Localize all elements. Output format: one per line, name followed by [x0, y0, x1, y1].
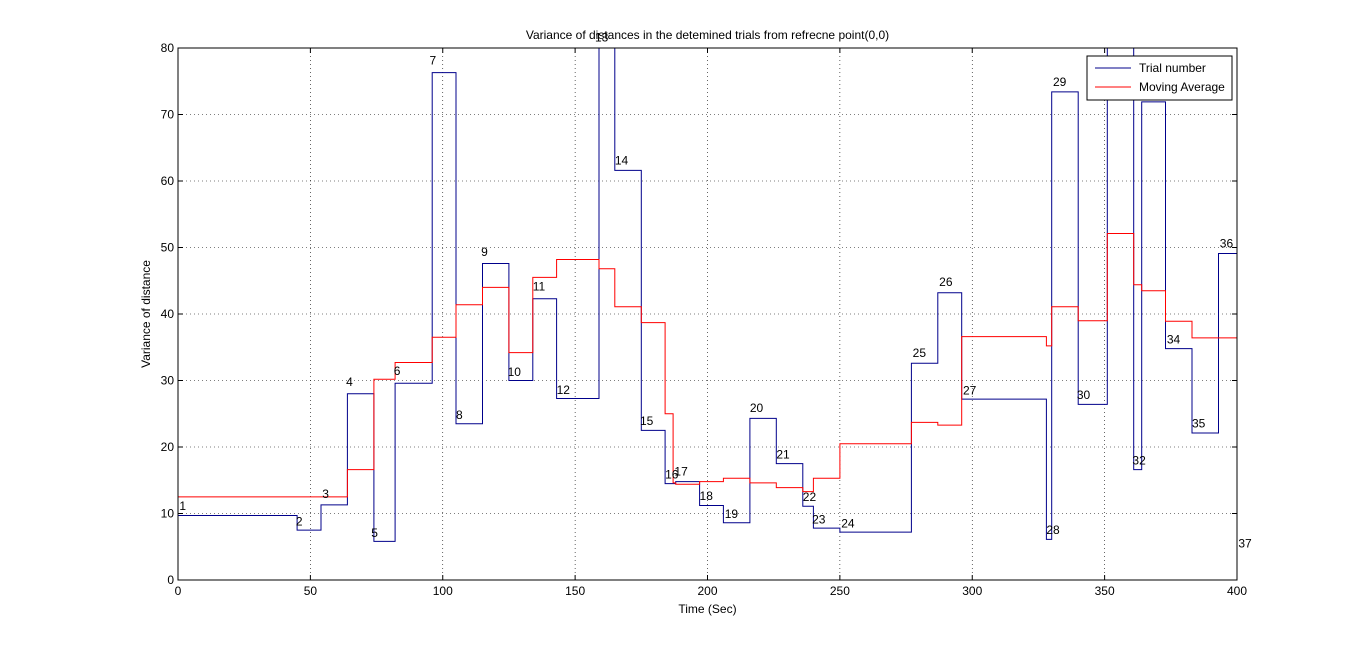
x-tick-label: 150 [565, 584, 585, 598]
trial-label: 30 [1077, 388, 1091, 402]
trial-label: 2 [296, 514, 303, 528]
trial-label: 35 [1192, 417, 1206, 431]
trial-label: 6 [394, 364, 401, 378]
trial-label: 37 [1238, 536, 1252, 550]
trial-label: 9 [481, 245, 488, 259]
trial-label: 36 [1220, 237, 1234, 251]
legend: Trial number Moving Average [1086, 55, 1233, 101]
y-tick-label: 80 [161, 41, 175, 55]
trial-label: 27 [963, 383, 977, 397]
trial-label: 13 [595, 30, 609, 44]
axis-ticks: 0 50 100 150 200 250 300 350 400 0 10 20 30 40 50 60 70 8… [161, 41, 1248, 598]
trial-label: 16 [665, 467, 679, 481]
trial-label: 4 [346, 375, 353, 389]
trial-label: 19 [725, 507, 739, 521]
y-tick-label: 30 [161, 374, 175, 388]
trial-label: 11 [533, 280, 546, 294]
trial-label: 22 [803, 490, 817, 504]
legend-box [1086, 55, 1233, 101]
y-tick-label: 10 [161, 507, 175, 521]
trial-label: 12 [557, 383, 571, 397]
trial-label: 25 [913, 346, 927, 360]
series-layer [178, 48, 1237, 547]
trial-label: 28 [1046, 523, 1060, 537]
grid-lines [178, 48, 1237, 580]
trial-label: 20 [750, 401, 764, 415]
x-tick-label: 0 [175, 584, 182, 598]
series-line-0 [178, 48, 1237, 547]
y-tick-label: 70 [161, 108, 175, 122]
x-tick-label: 100 [433, 584, 453, 598]
x-tick-label: 400 [1227, 584, 1247, 598]
trial-label: 5 [371, 526, 378, 540]
y-tick-label: 40 [161, 307, 175, 321]
legend-label-trial-number: Trial number [1139, 61, 1206, 75]
x-tick-label: 300 [962, 584, 982, 598]
legend-label-moving-average: Moving Average [1139, 80, 1225, 94]
series-line-1 [178, 233, 1237, 498]
x-tick-label: 350 [1095, 584, 1115, 598]
trial-label: 24 [841, 516, 855, 530]
trial-label: 32 [1132, 453, 1146, 467]
trial-label: 18 [700, 489, 714, 503]
x-tick-label: 250 [830, 584, 850, 598]
y-tick-label: 20 [161, 440, 175, 454]
trial-label: 34 [1167, 332, 1181, 346]
x-tick-label: 200 [697, 584, 717, 598]
trial-label: 15 [640, 414, 654, 428]
x-axis-label: Time (Sec) [678, 602, 736, 616]
trial-label: 7 [430, 54, 437, 68]
y-tick-label: 0 [167, 573, 174, 587]
trial-label: 3 [322, 487, 329, 501]
trial-label: 1 [179, 499, 186, 513]
trial-label: 21 [776, 447, 790, 461]
chart-title: Variance of distances in the detemined t… [526, 28, 889, 42]
trial-label: 23 [812, 512, 826, 526]
trial-label: 17 [674, 465, 688, 479]
trial-label: 14 [615, 153, 629, 167]
trial-label: 10 [508, 365, 522, 379]
trial-label: 26 [939, 275, 953, 289]
trial-label: 29 [1053, 75, 1067, 89]
trial-label: 8 [456, 408, 463, 422]
y-tick-label: 50 [161, 241, 175, 255]
y-tick-label: 60 [161, 174, 175, 188]
y-axis-label: Variance of distance [139, 260, 153, 368]
x-tick-label: 50 [304, 584, 318, 598]
